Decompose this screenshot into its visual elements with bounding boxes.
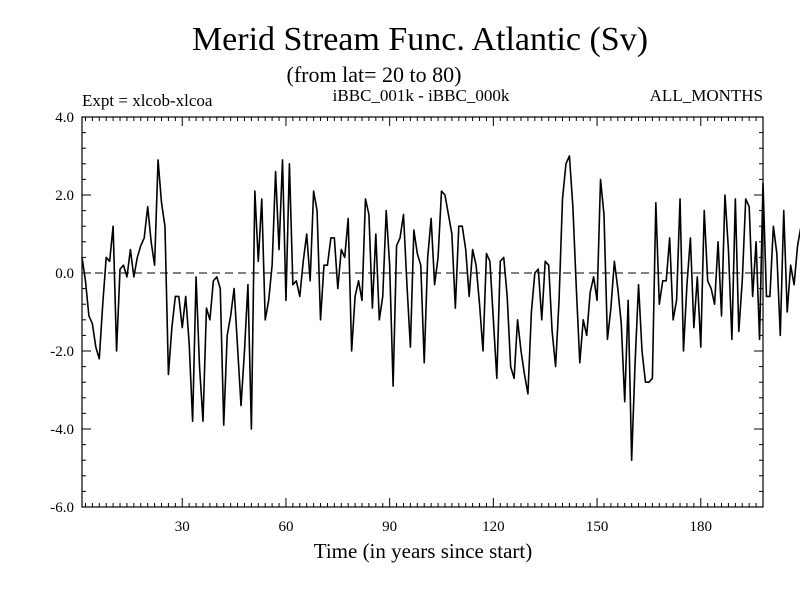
y-tick-label: -4.0 (50, 422, 74, 438)
months-label: ALL_MONTHS (650, 86, 763, 105)
chart-title: Merid Stream Func. Atlantic (Sv) (192, 21, 648, 58)
x-tick-label: 180 (690, 519, 713, 535)
chart-subtitle: (from lat= 20 to 80) (287, 62, 462, 87)
y-tick-label: 4.0 (55, 110, 74, 126)
x-tick-label: 150 (586, 519, 609, 535)
series-line (81, 155, 800, 462)
y-tick-label: -2.0 (50, 344, 74, 360)
x-tick-label: 120 (482, 519, 505, 535)
y-tick-label: -6.0 (50, 500, 74, 516)
experiment-label: Expt = xlcob-xlcoa (82, 91, 213, 110)
x-tick-label: 60 (278, 519, 293, 535)
y-tick-label: 2.0 (55, 188, 74, 204)
y-tick-label: 0.0 (55, 266, 74, 282)
comparison-label: iBBC_001k - iBBC_000k (333, 86, 510, 105)
plot-area: 30 60 90 120 150 180 4.0 2.0 0.0 -2.0 -4.0 -6.0 (50, 110, 800, 535)
x-tick-label: 90 (382, 519, 397, 535)
x-axis-title: Time (in years since start) (314, 539, 533, 563)
x-tick-label: 30 (175, 519, 190, 535)
plot-frame (81, 116, 764, 508)
